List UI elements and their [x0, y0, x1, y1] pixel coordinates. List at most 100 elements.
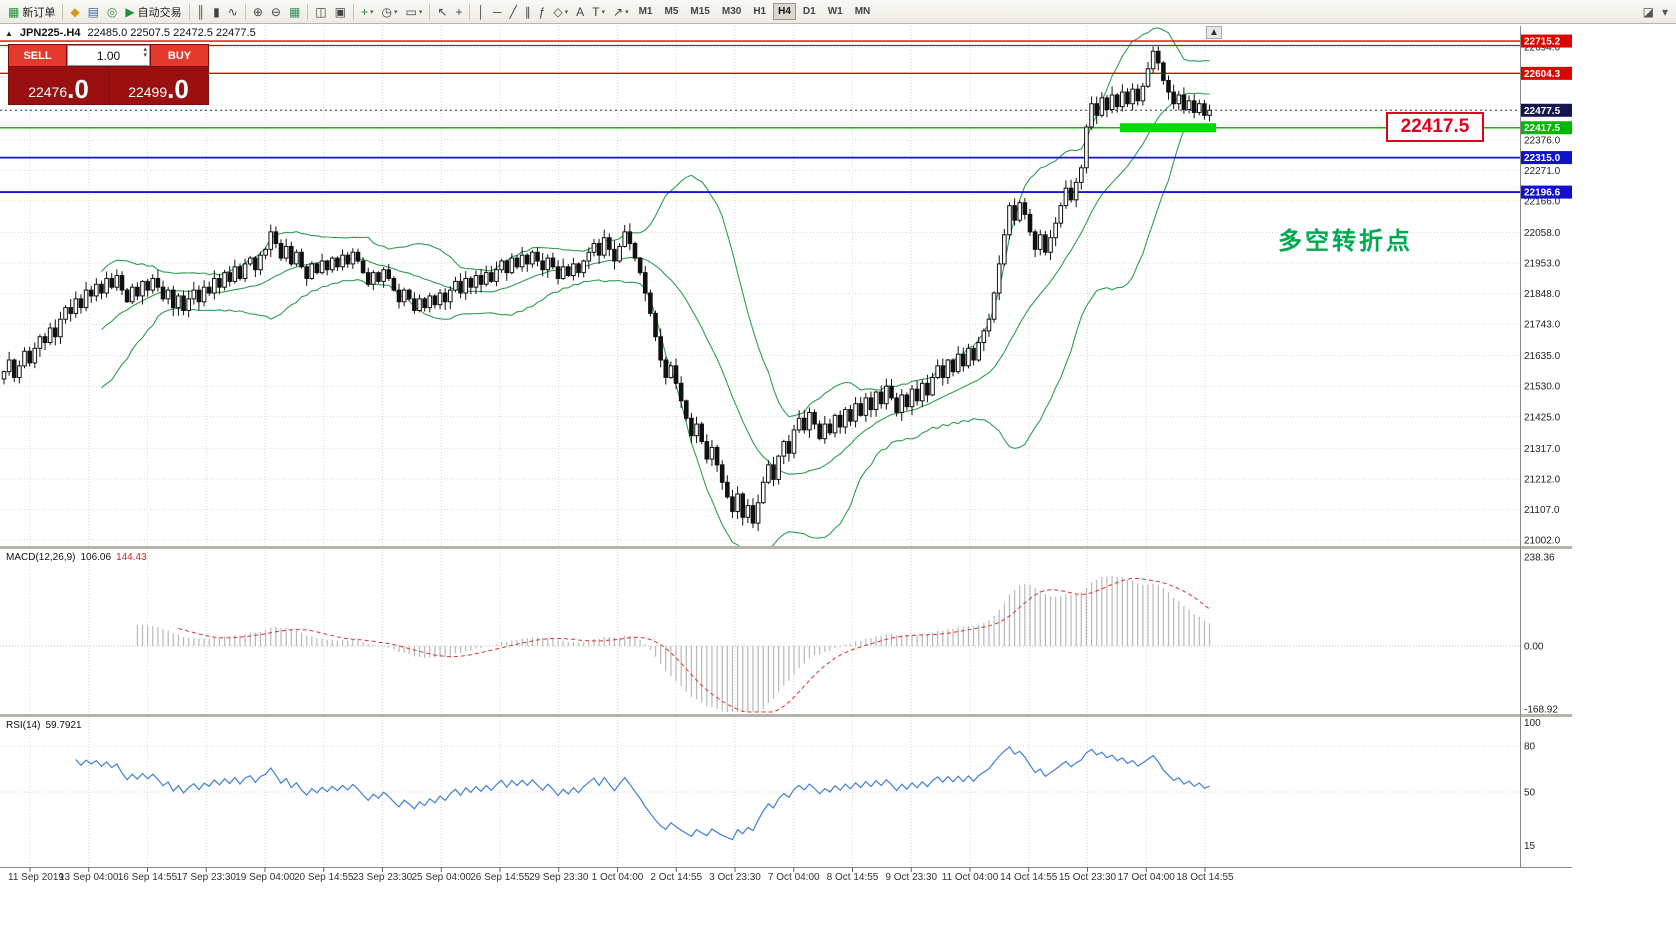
zoom-in-button[interactable]: ⊕	[249, 2, 267, 22]
timeframe-h4[interactable]: H4	[773, 3, 796, 20]
tile-windows-button[interactable]: ◫	[311, 2, 330, 22]
candle	[673, 358, 679, 389]
candle	[458, 273, 463, 299]
candle	[1135, 84, 1141, 106]
candle	[47, 322, 53, 346]
data-window-button[interactable]: ▤	[84, 2, 103, 22]
candle	[42, 333, 48, 350]
zoom-out-button[interactable]: ⊖	[267, 2, 285, 22]
trendline-button[interactable]: ╱	[505, 2, 520, 22]
horizontal-line-button[interactable]: ─	[489, 2, 506, 22]
date-axis-label: 13 Sep 04:00	[59, 872, 119, 883]
volume-input[interactable]: 1.00 ▴ ▾	[67, 45, 150, 66]
line-chart-button[interactable]: ∿	[224, 2, 242, 22]
price-annotation-box[interactable]: 22417.5	[1386, 112, 1484, 142]
periods-button[interactable]: ◷ ▾	[378, 2, 402, 22]
fibonacci-button[interactable]: ƒ	[535, 2, 550, 22]
channel-button[interactable]: ∥	[521, 2, 535, 22]
bars-chart-button[interactable]: ║	[193, 2, 210, 22]
timeframe-m15[interactable]: M15	[690, 6, 710, 17]
sell-price-display[interactable]: 22476.0	[9, 67, 108, 104]
highlight-segment[interactable]	[1120, 123, 1216, 133]
candle	[1043, 230, 1048, 256]
timeframe-m5[interactable]: M5	[664, 6, 679, 17]
candle	[1017, 200, 1023, 223]
candle	[1196, 99, 1202, 116]
candle	[253, 256, 258, 278]
collapse-icon[interactable]: ▲	[5, 28, 13, 38]
candle	[1140, 82, 1146, 106]
cursor-button[interactable]: ↖	[433, 2, 451, 22]
channel-icon: ∥	[524, 4, 531, 19]
spinner-up-icon[interactable]: ▴	[143, 46, 147, 53]
scroll-marker-icon[interactable]: ▲	[1206, 26, 1222, 39]
candle	[930, 372, 935, 397]
panel-splitter[interactable]	[0, 546, 1572, 549]
buy-button[interactable]: BUY	[151, 45, 208, 66]
candle	[1053, 217, 1058, 247]
data-window-icon: ▤	[87, 4, 99, 19]
market-watch-button[interactable]: ◆	[66, 2, 83, 22]
timeframe-m30[interactable]: M30	[721, 6, 742, 17]
candle	[83, 281, 89, 312]
volume-spinner[interactable]: ▴ ▾	[143, 46, 147, 59]
timeframe-h1[interactable]: H1	[753, 6, 767, 17]
cascade-windows-button[interactable]: ▣	[331, 2, 350, 22]
candle	[668, 361, 674, 379]
dock-icon: ◪	[1642, 4, 1654, 19]
candle	[796, 410, 802, 433]
label-button[interactable]: T ▾	[588, 2, 609, 22]
candles-chart-button[interactable]: ▮	[209, 2, 224, 22]
candle	[1002, 228, 1007, 267]
candle	[940, 358, 946, 386]
new-order-button[interactable]: ▦ 新订单	[4, 2, 59, 22]
vertical-line-button[interactable]: │	[473, 2, 489, 22]
panel-splitter[interactable]	[0, 714, 1572, 717]
candle	[750, 498, 756, 528]
cascade-windows-icon: ▣	[334, 4, 346, 19]
candle	[1012, 198, 1017, 226]
timeframe-d1[interactable]: D1	[802, 6, 816, 17]
spinner-down-icon[interactable]: ▾	[143, 52, 147, 59]
timeframe-mn[interactable]: MN	[854, 6, 871, 17]
templates-button[interactable]: ▭ ▾	[402, 2, 427, 22]
candle	[950, 358, 956, 377]
timeframe-w1[interactable]: W1	[827, 6, 843, 17]
candle	[1109, 86, 1115, 114]
candle	[78, 294, 84, 314]
buy-price-display[interactable]: 22499.0	[109, 67, 208, 104]
sell-button[interactable]: SELL	[9, 45, 66, 66]
shapes-button[interactable]: ◇ ▾	[549, 2, 572, 22]
candle	[381, 267, 386, 288]
candle	[412, 292, 417, 314]
crosshair-button[interactable]: +	[451, 2, 466, 22]
candle	[417, 294, 422, 313]
candle	[509, 253, 515, 275]
candle	[483, 265, 489, 287]
candle	[1166, 75, 1171, 100]
text-button[interactable]: A	[572, 2, 588, 22]
date-axis-label: 11 Oct 04:00	[942, 872, 999, 883]
candle	[6, 351, 12, 376]
candle	[360, 257, 366, 275]
indicators-button[interactable]: ▦	[285, 2, 304, 22]
candle	[837, 410, 843, 434]
timeframe-m1[interactable]: M1	[638, 6, 653, 17]
arrows-button[interactable]: ↗ ▾	[609, 2, 633, 22]
candle	[58, 311, 63, 345]
turning-point-annotation[interactable]: 多空转折点	[1278, 228, 1413, 255]
candle	[32, 342, 38, 369]
candle	[755, 494, 761, 532]
dock-button[interactable]: ◪	[1639, 2, 1658, 22]
add-indicator-button[interactable]: + ▾	[357, 2, 378, 22]
candle	[304, 264, 309, 286]
autotrading-button[interactable]: ▶ 自动交易	[121, 2, 185, 22]
autotrading-icon: ▶	[125, 4, 135, 19]
navigator-button[interactable]: ◎	[103, 2, 121, 22]
candle	[119, 271, 125, 296]
more-button[interactable]: ▾	[1658, 2, 1672, 22]
candle	[27, 346, 32, 367]
candle	[735, 486, 740, 519]
date-axis-label: 9 Oct 23:30	[885, 872, 937, 883]
